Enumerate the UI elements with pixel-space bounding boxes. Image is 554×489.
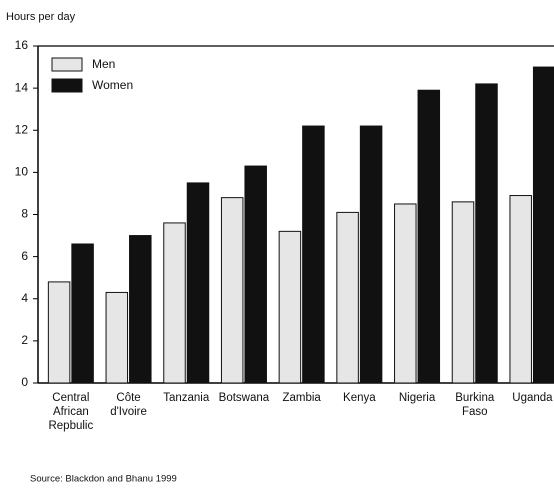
x-tick-label: Uganda	[512, 392, 553, 404]
bar	[509, 195, 532, 384]
x-tick-label: Zambia	[282, 392, 321, 404]
bar	[394, 203, 417, 384]
x-tick-label: Burkina Faso	[455, 392, 495, 418]
bar	[105, 291, 129, 384]
bar	[336, 211, 359, 384]
bar	[220, 197, 244, 384]
y-tick-label: 0	[21, 375, 28, 389]
legend-label: Men	[92, 57, 115, 71]
bar	[71, 243, 94, 384]
bar	[186, 182, 210, 384]
bar	[359, 125, 383, 384]
x-tick-label: Tanzania	[163, 392, 210, 404]
legend-label: Women	[92, 78, 133, 92]
bar	[244, 165, 267, 384]
bar	[163, 222, 186, 384]
y-tick-label: 2	[21, 333, 28, 347]
bar	[532, 66, 554, 384]
bar	[302, 125, 325, 384]
y-tick-label: 4	[21, 291, 28, 305]
y-tick-label: 14	[15, 80, 29, 94]
x-tick-label: Botswana	[218, 392, 270, 404]
legend-swatch	[51, 78, 83, 93]
bar	[475, 83, 498, 384]
bar	[417, 89, 441, 384]
source-note: Source: Blackdon and Bhanu 1999	[30, 474, 177, 485]
bar	[451, 201, 475, 384]
y-tick-label: 10	[15, 165, 29, 179]
x-tick-label: Côte d'Ivoire	[110, 392, 147, 418]
x-tick-label: Nigeria	[398, 392, 436, 404]
x-tick-label: Central African Repbulic	[48, 392, 94, 432]
bar	[278, 230, 302, 384]
legend-swatch	[51, 57, 83, 72]
y-axis-label: Hours per day	[6, 11, 76, 23]
y-tick-label: 16	[15, 38, 29, 52]
y-tick-label: 8	[21, 207, 28, 221]
x-tick-label: Kenya	[343, 392, 376, 404]
bar	[129, 235, 152, 384]
bar	[47, 281, 71, 384]
y-tick-label: 12	[15, 122, 29, 136]
y-tick-label: 6	[21, 249, 28, 263]
